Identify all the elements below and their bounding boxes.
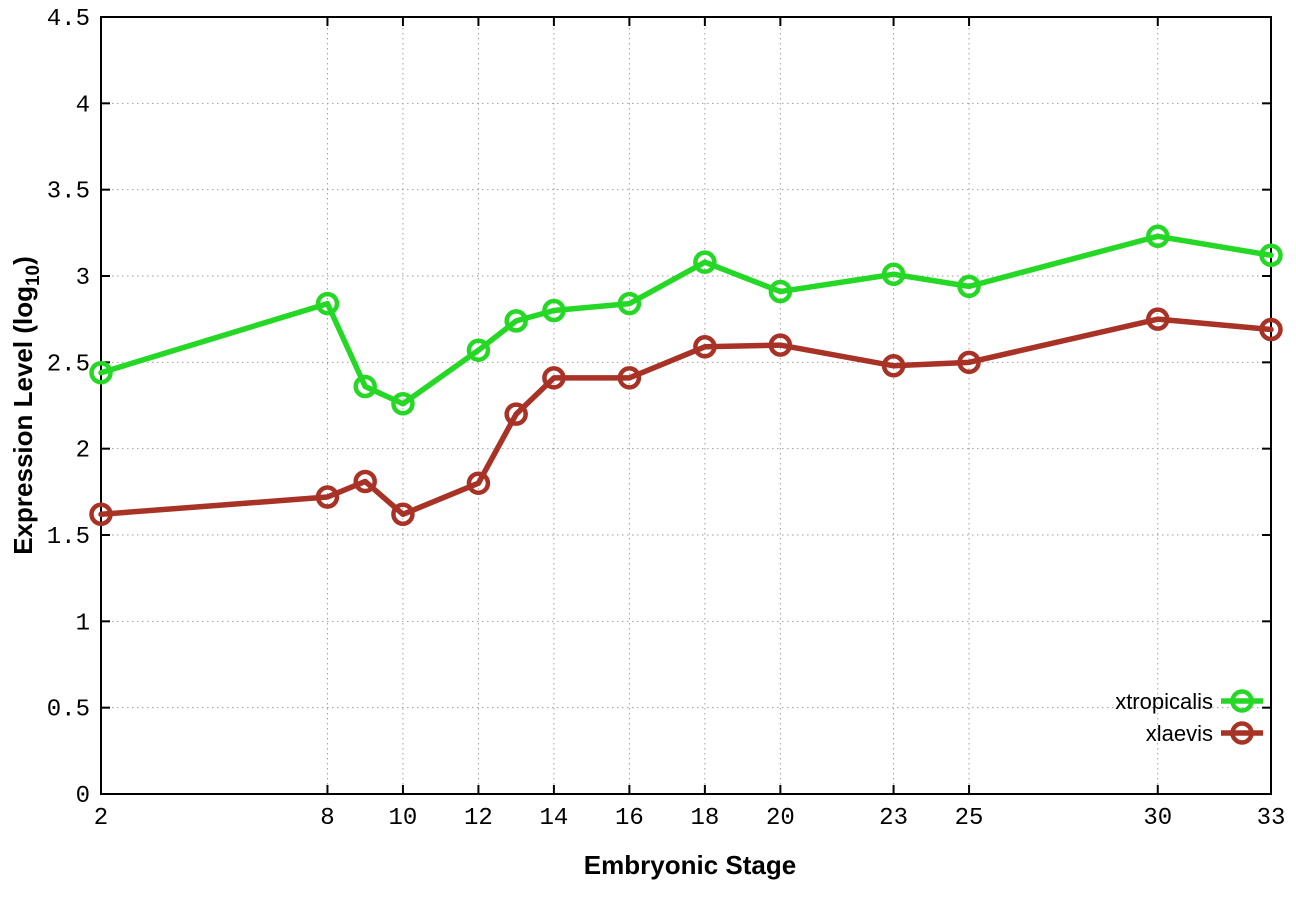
data-point-xtropicalis-13: [504, 309, 528, 333]
data-point-xtropicalis-2: [89, 360, 113, 385]
x-tick-label: 2: [94, 805, 108, 832]
legend-label-xlaevis: xlaevis: [1146, 721, 1213, 746]
data-point-xtropicalis-25: [957, 274, 981, 299]
x-tick-label: 20: [766, 805, 795, 832]
data-point-xlaevis-12: [466, 471, 491, 495]
data-point-xlaevis-25: [957, 350, 981, 375]
data-point-xtropicalis-10: [391, 392, 415, 416]
x-tick-label: 30: [1143, 805, 1172, 832]
data-point-xlaevis-18: [693, 335, 717, 359]
data-point-xlaevis-23: [881, 354, 906, 378]
data-point-xtropicalis-30: [1146, 224, 1170, 249]
data-point-xlaevis-33: [1259, 317, 1283, 342]
y-tick-label: 3: [76, 265, 90, 292]
x-tick-label: 18: [690, 805, 719, 832]
data-point-xlaevis-2: [89, 502, 113, 527]
grid-lines: [102, 18, 1270, 793]
x-tick-label: 10: [389, 805, 418, 832]
legend-marker-xtropicalis-icon: [1230, 689, 1254, 713]
data-point-xtropicalis-33: [1259, 243, 1283, 268]
series-xtropicalis: [89, 224, 1283, 416]
y-tick-label: 1.5: [47, 524, 90, 551]
data-point-xtropicalis-16: [617, 291, 642, 316]
x-tick-label: 14: [539, 805, 568, 832]
data-point-xtropicalis-14: [542, 298, 566, 323]
y-tick-label: 0: [76, 783, 90, 810]
data-point-xtropicalis-12: [466, 338, 491, 362]
y-axis-title: Expression Level (log10): [8, 256, 44, 555]
y-tick-label: 4.5: [47, 6, 90, 33]
data-point-xlaevis-30: [1146, 307, 1170, 331]
legend-label-xtropicalis: xtropicalis: [1115, 689, 1213, 714]
data-point-xlaevis-10: [391, 502, 415, 527]
data-point-xtropicalis-9: [353, 374, 377, 399]
series-line-xtropicalis: [98, 233, 1274, 407]
data-point-xtropicalis-20: [768, 279, 793, 304]
legend-marker-xlaevis-icon: [1230, 721, 1254, 745]
y-tick-label: 0.5: [47, 697, 90, 724]
y-tick-label: 1: [76, 610, 90, 637]
legend: xtropicalis xlaevis: [1115, 689, 1263, 746]
data-point-xlaevis-9: [353, 469, 377, 494]
x-axis-title: Embryonic Stage: [584, 850, 796, 880]
y-tick-label: 4: [76, 92, 90, 119]
x-tick-label: 8: [320, 805, 334, 832]
series-xlaevis: [89, 307, 1283, 527]
data-point-xlaevis-16: [617, 366, 642, 390]
x-tick-label: 33: [1257, 805, 1286, 832]
plot-border: [100, 16, 1272, 795]
y-tick-label: 2.5: [47, 351, 90, 378]
x-tick-label: 12: [464, 805, 493, 832]
data-point-xlaevis-20: [768, 333, 793, 357]
data-point-xtropicalis-23: [881, 262, 906, 287]
x-tick-label: 25: [955, 805, 984, 832]
x-tick-label: 16: [615, 805, 644, 832]
data-point-xlaevis-14: [542, 366, 566, 390]
data-point-xlaevis-8: [315, 485, 340, 509]
y-tick-label: 3.5: [47, 179, 90, 206]
data-point-xtropicalis-8: [315, 291, 340, 316]
data-point-xtropicalis-18: [693, 250, 717, 274]
x-tick-label: 23: [879, 805, 908, 832]
data-point-xlaevis-13: [504, 402, 528, 426]
y-tick-label: 2: [76, 438, 90, 465]
